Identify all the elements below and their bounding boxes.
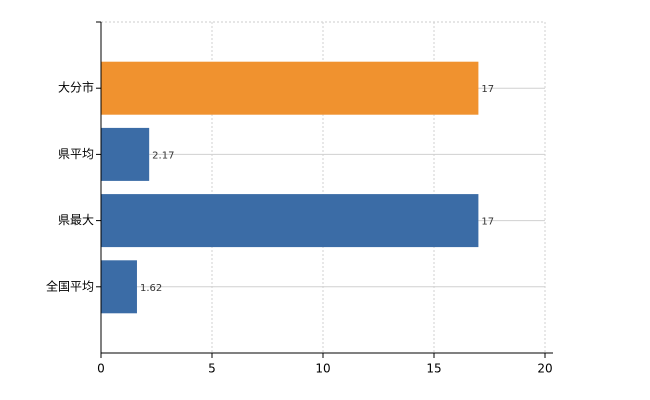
y-tick-label: 全国平均: [46, 278, 94, 293]
bar: [101, 194, 479, 248]
y-tick-label: 県最大: [58, 213, 94, 227]
x-tick-label: 20: [537, 362, 552, 376]
x-tick-label: 15: [426, 362, 441, 376]
value-label: 17: [481, 217, 494, 228]
y-tick-label: 県平均: [58, 147, 94, 161]
x-tick-label: 10: [315, 362, 330, 376]
value-label: 1.62: [140, 283, 162, 294]
y-tick-label: 大分市: [58, 80, 94, 95]
bar: [101, 127, 150, 181]
x-tick-label: 5: [208, 362, 216, 376]
value-label: 2.17: [152, 150, 174, 161]
bar: [101, 260, 137, 314]
x-tick-label: 0: [97, 362, 105, 376]
value-label: 17: [481, 84, 494, 95]
bar: [101, 61, 479, 115]
